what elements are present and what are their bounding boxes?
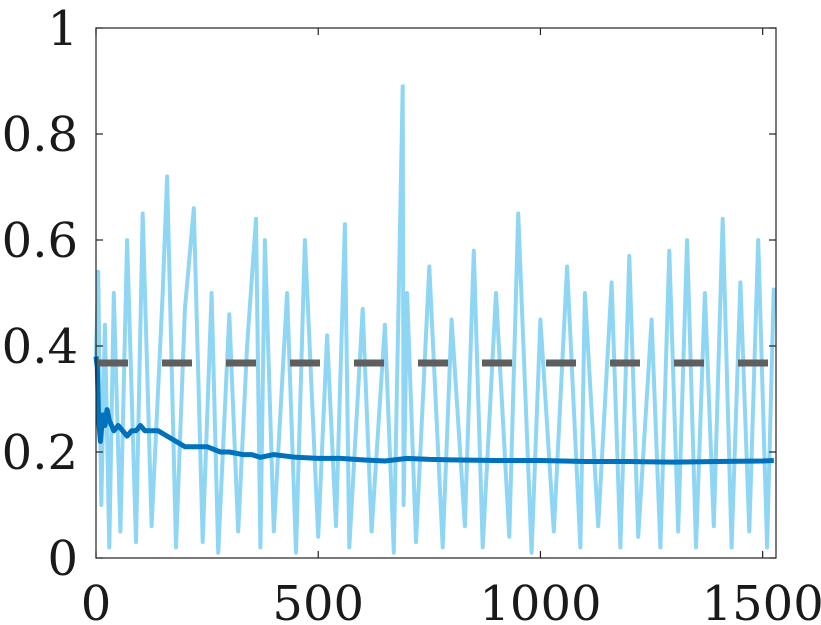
series-line-1 [93, 356, 774, 465]
y-tick-label: 0 [47, 531, 78, 587]
y-tick-label: 1 [47, 1, 78, 57]
y-tick-label: 0.4 [2, 319, 78, 375]
x-tick-labels: 0 500 1000 1500 [81, 576, 821, 625]
y-tick-labels: 0 0.2 0.4 0.6 0.8 1 [2, 1, 78, 587]
x-tick-label: 0 [81, 576, 112, 625]
y-tick-label: 0.8 [2, 107, 78, 163]
x-tick-label: 1500 [702, 576, 821, 625]
x-tick-label: 500 [272, 576, 364, 625]
y-tick-label: 0.2 [2, 425, 78, 481]
plot-frame [95, 27, 777, 559]
series-layer [93, 84, 776, 555]
axes-frame-layer [95, 27, 777, 559]
x-tick-label: 1000 [479, 576, 601, 625]
series-line-0 [94, 84, 776, 555]
y-tick-label: 0.6 [2, 213, 78, 269]
